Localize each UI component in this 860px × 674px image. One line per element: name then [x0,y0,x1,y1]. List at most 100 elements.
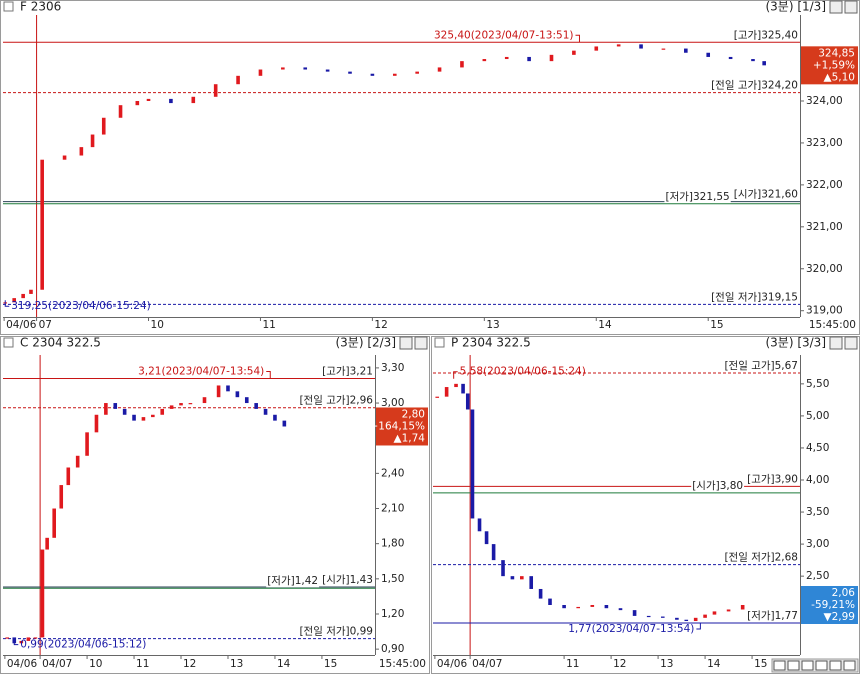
candle [216,385,221,398]
candle [169,98,173,104]
annotation-pointer [575,34,580,43]
toolbar-button[interactable] [773,660,786,671]
candle [454,383,458,388]
x-tick-label: 13 [660,658,673,670]
candle [660,616,665,618]
toolbar-button[interactable] [801,660,814,671]
candle [693,617,698,622]
panel-button[interactable] [414,336,428,350]
candle [244,397,249,404]
candle [104,403,108,415]
price-box-line: 2,80 [402,408,425,420]
candle [590,605,595,607]
panel-title: F 2306 [20,0,61,14]
y-tick-label: 5,50 [806,378,829,390]
candle [392,73,397,76]
reference-label-bg [266,575,320,588]
panel-button[interactable] [844,0,858,14]
panel-period: (3분) [1/3] [765,0,826,14]
price-box-line: ▲5,10 [824,71,855,83]
candle [437,67,442,72]
candle [762,61,766,66]
candle [122,408,127,415]
panel-button[interactable] [399,336,413,350]
candle [132,414,136,421]
panel-title: P 2304 322.5 [451,336,531,350]
reference-label: [전일 저가]319,15 [711,290,798,303]
reference-label-bg [710,291,799,304]
panel-checkbox[interactable] [434,337,445,348]
y-tick-label: 2,10 [381,503,404,515]
toolbar-button[interactable] [815,660,828,671]
panel-checkbox[interactable] [3,1,14,12]
y-tick-label: 1,50 [381,573,404,585]
reference-label: [시가]3,80 [692,480,743,492]
candle [740,605,745,610]
price-box-line: ▲1,74 [394,432,426,444]
reference-label: [시가]321,60 [734,189,798,201]
annotation-pointer [696,622,701,630]
y-tick-label: 2,50 [806,570,829,582]
annotation-pointer [13,638,19,646]
x-tick-label: 07 [39,319,52,331]
candle [549,54,554,62]
price-box-line: 2,06 [832,587,856,599]
y-tick-label: 4,50 [806,442,829,454]
candle [118,105,123,118]
x-tick-label: 13 [486,319,499,331]
annotation-pointer [453,371,458,379]
candle [45,537,49,550]
panel-frame [0,336,430,674]
x-tick-label: 12 [613,658,626,670]
reference-label-bg [298,625,374,638]
price-box [376,407,428,446]
candle [29,289,33,294]
x-tick-label: 15 [710,319,723,331]
toolbar-button[interactable] [829,660,842,671]
reference-label: [저가]321,55 [665,191,729,203]
candle [62,155,67,160]
reference-label: [시가]1,43 [322,574,373,586]
candle [213,84,218,97]
panel-button[interactable] [829,336,843,350]
toolbar-button[interactable] [787,660,800,671]
reference-label: [고가]3,21 [322,365,373,377]
candle [90,134,95,148]
candle [85,432,89,456]
candle [179,403,183,406]
y-tick-label: 320,00 [806,263,843,275]
reference-label: [전일 저가]0,99 [299,625,373,638]
candle [169,405,174,409]
y-tick-label: 321,00 [806,221,843,233]
candle [258,69,263,76]
reference-label-bg [710,79,799,92]
x-tick-label: 04/06 [7,658,38,670]
price-box [801,586,858,624]
x-tick-label: 13 [230,658,243,670]
panel-button[interactable] [829,0,843,14]
candle [370,73,375,76]
x-tick-label: 12 [374,319,387,331]
candle [604,605,609,609]
reference-label: [전일 고가]2,96 [299,394,373,407]
annotation-text: 325,40(2023/04/07-13:51) [434,29,574,41]
annotation-pointer [266,370,271,379]
panel-checkbox[interactable] [3,337,14,348]
y-tick-label: 3,00 [381,397,404,409]
annotation-text: 0,99(2023/04/06-15:12) [20,639,146,651]
candle [728,56,733,60]
price-box-line: -59,21% [811,599,855,611]
candle [646,615,651,618]
annotation-text: 3,21(2023/04/07-13:54) [138,365,264,377]
panel-button[interactable] [844,336,858,350]
candle [527,56,531,62]
x-tick-label: 10 [89,658,102,670]
toolbar-button[interactable] [843,660,856,671]
chart-panel: F 2306 (3분) [1/3] 319,00 320,00 321,00 322,00… [0,0,860,335]
candle [548,598,552,605]
y-tick-label: 5,00 [806,410,829,422]
candle [415,71,419,74]
y-tick-label: 319,00 [806,305,843,317]
reference-label-bg [746,609,799,622]
reference-label: [고가]3,90 [747,473,798,485]
